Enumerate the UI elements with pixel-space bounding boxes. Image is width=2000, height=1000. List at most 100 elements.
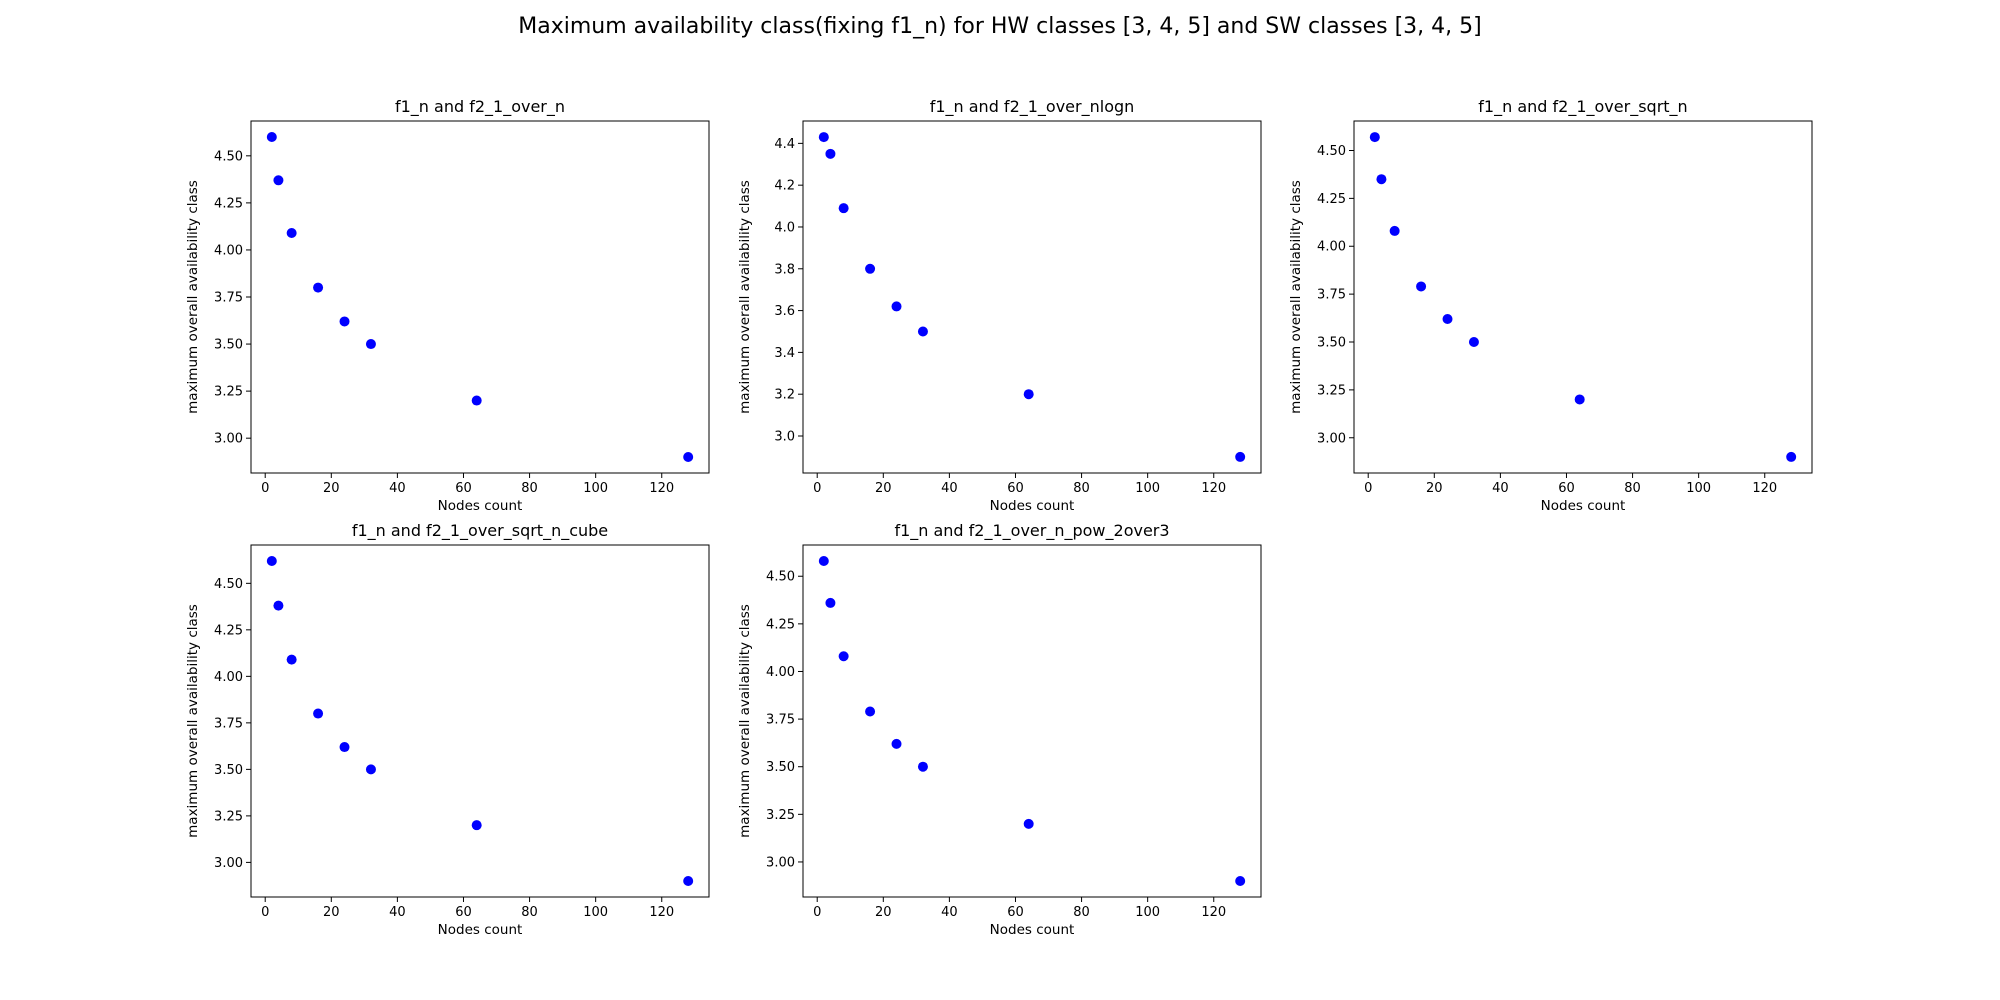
y-axis-label: maximum overall availability class <box>1288 180 1304 414</box>
y-tick-label: 4.25 <box>1317 192 1346 207</box>
y-tick-label: 3.25 <box>214 385 243 400</box>
data-point <box>818 556 829 566</box>
figure-title: Maximum availability class(fixing f1_n) … <box>518 14 1482 39</box>
subplot-3: f1_n and f2_1_over_sqrt_n 0 20 40 60 80 100 120… <box>1288 97 1813 514</box>
x-tick-label: 60 <box>455 481 472 496</box>
y-tick-label: 3.4 <box>774 346 795 361</box>
subplot-title: f1_n and f2_1_over_sqrt_n <box>1478 97 1687 117</box>
y-tick-label: 3.25 <box>214 809 243 824</box>
data-point <box>266 132 277 142</box>
x-tick-label: 60 <box>1007 905 1024 920</box>
y-tick-label: 3.00 <box>766 855 795 870</box>
data-point <box>818 132 829 143</box>
data-point <box>313 708 324 719</box>
data-point <box>825 148 836 159</box>
y-tick-label: 4.00 <box>1317 240 1346 255</box>
axes-frame <box>802 544 1262 898</box>
y-axis-label: maximum overall availability class <box>737 180 753 414</box>
subplot-1: f1_n and f2_1_over_n 0 20 40 60 80 100 120 3.00 3… <box>185 97 710 514</box>
y-axis-label: maximum overall availability class <box>185 180 201 414</box>
x-tick-label: 60 <box>1007 481 1024 496</box>
data-point <box>286 228 297 238</box>
y-tick-label: 4.4 <box>774 137 795 152</box>
data-point <box>286 654 297 665</box>
data-point <box>1786 451 1797 462</box>
y-tick-label: 3.6 <box>774 304 795 319</box>
y-tick-label: 3.25 <box>766 808 795 823</box>
y-axis-label: maximum overall availability class <box>737 604 753 838</box>
data-point <box>471 395 482 406</box>
data-point <box>683 876 694 886</box>
data-point <box>891 301 902 312</box>
y-tick-label: 3.50 <box>214 763 243 778</box>
data-point <box>1416 281 1427 292</box>
data-point <box>1442 314 1453 325</box>
data-point <box>917 326 928 337</box>
axes-frame <box>1353 120 1813 474</box>
data-point <box>339 316 350 327</box>
x-tick-label: 80 <box>1073 481 1090 496</box>
x-tick-label: 60 <box>455 905 472 920</box>
x-tick-label: 80 <box>521 905 538 920</box>
data-point <box>339 742 350 753</box>
x-tick-label: 20 <box>875 481 892 496</box>
y-tick-label: 3.50 <box>766 760 795 775</box>
subplot-title: f1_n and f2_1_over_nlogn <box>930 97 1135 117</box>
y-tick-label: 4.00 <box>766 665 795 680</box>
x-tick-label: 120 <box>649 481 674 496</box>
y-tick-label: 4.0 <box>774 220 795 235</box>
y-tick-label: 3.75 <box>766 713 795 728</box>
x-tick-label: 120 <box>1201 481 1226 496</box>
data-point <box>273 175 284 186</box>
subplot-4: f1_n and f2_1_over_sqrt_n_cube 0 20 40 60 80 1… <box>185 521 710 938</box>
subplot-2: f1_n and f2_1_over_nlogn 0 20 40 60 80 100 120 3… <box>737 97 1262 514</box>
data-point <box>365 339 376 350</box>
y-tick-label: 3.00 <box>214 856 243 871</box>
x-tick-label: 120 <box>1752 481 1777 496</box>
axes-frame <box>802 120 1262 474</box>
axes-frame <box>250 120 710 474</box>
y-tick-label: 3.50 <box>214 338 243 353</box>
x-tick-label: 80 <box>521 481 538 496</box>
y-tick-label: 4.50 <box>766 570 795 585</box>
x-axis-label: Nodes count <box>438 498 523 514</box>
y-tick-label: 3.2 <box>774 388 795 403</box>
y-tick-label: 3.8 <box>774 262 795 277</box>
y-tick-label: 4.25 <box>214 196 243 211</box>
data-point <box>1023 818 1034 829</box>
data-point <box>891 738 902 749</box>
x-tick-label: 120 <box>649 905 674 920</box>
data-point <box>917 761 928 772</box>
data-point <box>865 706 876 717</box>
x-axis-label: Nodes count <box>990 922 1075 938</box>
x-tick-label: 100 <box>1686 481 1711 496</box>
y-tick-label: 3.75 <box>1317 288 1346 303</box>
subplot-title: f1_n and f2_1_over_sqrt_n_cube <box>352 521 608 541</box>
subplot-title: f1_n and f2_1_over_n_pow_2over3 <box>894 521 1169 541</box>
data-point <box>266 556 277 566</box>
data-point <box>1389 225 1400 236</box>
x-tick-label: 100 <box>583 905 608 920</box>
y-tick-label: 3.00 <box>1317 431 1346 446</box>
data-point <box>838 203 849 214</box>
x-tick-label: 100 <box>1135 905 1160 920</box>
x-tick-label: 40 <box>1492 481 1509 496</box>
x-tick-label: 20 <box>323 481 340 496</box>
y-tick-label: 4.50 <box>214 149 243 164</box>
x-tick-label: 20 <box>323 905 340 920</box>
y-tick-label: 3.75 <box>214 716 243 731</box>
x-tick-label: 20 <box>875 905 892 920</box>
data-point <box>1574 394 1585 405</box>
y-tick-label: 3.0 <box>774 430 795 445</box>
x-tick-label: 40 <box>941 481 958 496</box>
data-point <box>365 764 376 775</box>
y-tick-label: 3.00 <box>214 432 243 447</box>
y-tick-label: 4.2 <box>774 179 795 194</box>
y-tick-label: 4.00 <box>214 243 243 258</box>
x-tick-label: 20 <box>1426 481 1443 496</box>
y-tick-label: 4.50 <box>1317 144 1346 159</box>
axes-frame <box>250 544 710 898</box>
x-axis-label: Nodes count <box>438 922 523 938</box>
x-axis-label: Nodes count <box>990 498 1075 514</box>
